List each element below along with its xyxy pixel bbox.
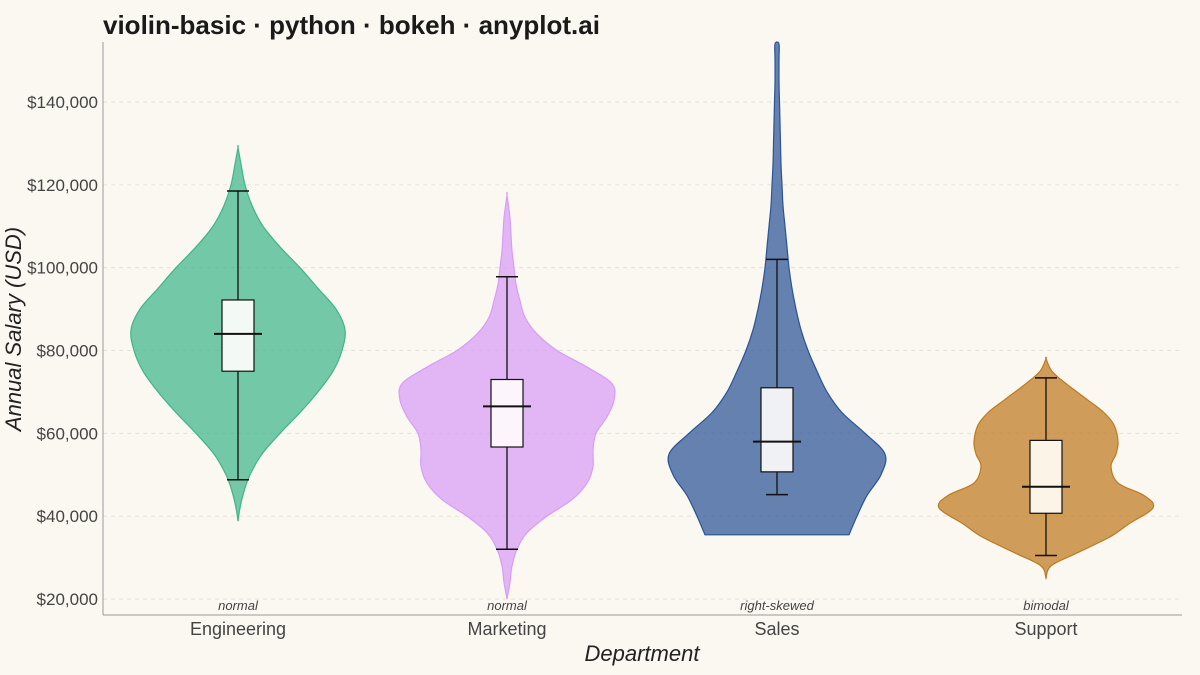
- box-iqr: [221, 299, 255, 372]
- box-iqr: [1029, 439, 1063, 514]
- annotation-label: right-skewed: [740, 598, 814, 613]
- annotation-label: bimodal: [1023, 598, 1070, 613]
- chart-title: violin-basic · python · bokeh · anyplot.…: [103, 10, 600, 40]
- box-iqr: [490, 378, 524, 448]
- annotation-label: normal: [218, 598, 259, 613]
- x-tick-label: Sales: [754, 619, 799, 639]
- y-axis-title: Annual Salary (USD): [1, 227, 26, 433]
- violin-group-support: [937, 356, 1155, 580]
- x-axis-title: Department: [585, 641, 701, 666]
- y-tick-label: $60,000: [37, 424, 98, 443]
- y-tick-label: $40,000: [37, 507, 98, 526]
- x-tick-label: Engineering: [190, 619, 286, 639]
- y-tick-label: $100,000: [27, 259, 98, 278]
- x-tick-label: Support: [1014, 619, 1077, 639]
- y-tick-label: $140,000: [27, 93, 98, 112]
- violin-group-engineering: [130, 144, 346, 522]
- annotation-label: normal: [487, 598, 528, 613]
- y-tick-labels: $20,000 $40,000 $60,000 $80,000 $100,000 $120…: [27, 93, 98, 609]
- y-tick-label: $20,000: [37, 590, 98, 609]
- box-iqr: [760, 387, 794, 473]
- y-tick-label: $120,000: [27, 176, 98, 195]
- x-tick-label: Marketing: [467, 619, 546, 639]
- violin-group-sales: [667, 41, 887, 536]
- x-tick-labels: Engineering Marketing Sales Support: [190, 619, 1078, 639]
- violins: [130, 41, 1155, 600]
- violin-group-marketing: [398, 191, 616, 600]
- distribution-annotations: normal normal right-skewed bimodal: [218, 598, 1070, 613]
- y-tick-label: $80,000: [37, 342, 98, 361]
